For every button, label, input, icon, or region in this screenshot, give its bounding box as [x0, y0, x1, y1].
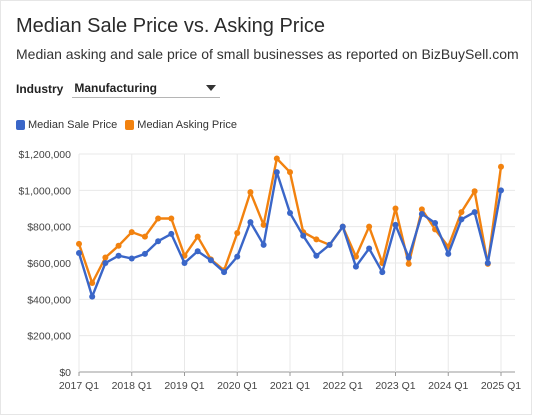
x-tick-label: 2020 Q1	[217, 380, 257, 392]
data-point-sale	[168, 230, 175, 237]
data-point-asking	[102, 254, 109, 261]
data-point-sale	[221, 269, 228, 276]
legend-swatch-sale	[16, 120, 25, 130]
data-point-sale	[102, 260, 109, 266]
data-point-asking	[418, 206, 425, 213]
data-point-asking	[247, 189, 254, 196]
industry-filter-label: Industry	[16, 82, 64, 96]
y-tick-label: $1,000,000	[18, 185, 71, 197]
data-point-sale	[352, 263, 359, 270]
y-tick-label: $0	[59, 367, 71, 379]
data-point-sale	[247, 219, 254, 226]
chart-subtitle: Median asking and sale price of small bu…	[16, 46, 519, 62]
data-point-asking	[352, 253, 359, 260]
data-point-sale	[207, 257, 214, 264]
data-point-sale	[273, 169, 280, 176]
y-tick-label: $800,000	[27, 222, 71, 234]
legend-swatch-asking	[125, 120, 135, 130]
data-point-asking	[471, 188, 478, 195]
data-point-sale	[432, 220, 439, 227]
data-point-sale	[89, 293, 96, 300]
data-point-sale	[418, 210, 425, 217]
data-point-sale	[155, 238, 162, 245]
data-point-asking	[260, 221, 267, 228]
y-tick-label: $400,000	[27, 294, 71, 306]
data-point-asking	[115, 242, 122, 249]
y-tick-label: $200,000	[27, 331, 71, 343]
data-point-sale	[115, 252, 122, 259]
line-chart: $0 $200,000 $400,000 $600,000 $800,000 $1,000…	[18, 149, 521, 392]
data-point-asking	[76, 240, 82, 247]
data-point-sale	[471, 209, 478, 216]
x-tick-label: 2023 Q1	[375, 380, 415, 392]
x-tick-label: 2021 Q1	[270, 380, 310, 392]
data-point-sale	[76, 250, 82, 257]
data-point-sale	[141, 250, 148, 257]
data-point-sale	[260, 241, 267, 248]
data-point-sale	[339, 223, 346, 230]
x-tick-label: 2019 Q1	[164, 380, 204, 392]
data-point-asking	[155, 215, 162, 222]
industry-dropdown[interactable]: Manufacturing	[72, 80, 221, 98]
chevron-down-icon	[206, 85, 217, 91]
data-point-sale	[128, 255, 135, 262]
chart-title: Median Sale Price vs. Asking Price	[16, 15, 326, 37]
data-point-asking	[405, 260, 412, 267]
data-point-asking	[392, 205, 399, 212]
chart-legend: Median Sale Price Median Asking Price	[16, 119, 245, 131]
data-point-sale	[181, 260, 188, 266]
data-point-sale	[326, 241, 333, 248]
data-point-asking	[128, 229, 135, 236]
industry-dropdown-value: Manufacturing	[74, 81, 158, 95]
data-point-asking	[89, 279, 96, 286]
data-point-asking	[498, 163, 504, 170]
y-tick-label: $600,000	[27, 258, 71, 270]
data-point-sale	[458, 216, 465, 223]
x-tick-label: 2018 Q1	[112, 380, 152, 392]
legend-item-sale[interactable]: Median Sale Price	[16, 119, 117, 131]
data-point-asking	[313, 236, 320, 243]
data-point-sale	[405, 254, 412, 261]
data-point-asking	[141, 233, 148, 240]
x-tick-label: 2022 Q1	[323, 380, 363, 392]
data-point-asking	[287, 169, 293, 176]
data-point-sale	[392, 221, 399, 228]
data-point-sale	[287, 210, 293, 217]
data-point-sale	[484, 260, 491, 266]
y-tick-label: $1,200,000	[18, 149, 71, 161]
industry-filter: Industry Manufacturing	[16, 80, 221, 98]
x-tick-label: 2025 Q1	[481, 380, 521, 392]
data-point-sale	[313, 252, 320, 259]
data-point-asking	[194, 233, 201, 240]
data-point-asking	[458, 209, 465, 216]
x-tick-label: 2017 Q1	[59, 380, 99, 392]
data-point-sale	[379, 269, 386, 276]
data-point-sale	[498, 187, 504, 194]
x-tick-label: 2024 Q1	[428, 380, 468, 392]
data-point-asking	[168, 215, 175, 222]
legend-label-sale: Median Sale Price	[28, 119, 118, 131]
data-point-sale	[194, 248, 201, 255]
data-point-sale	[445, 250, 452, 257]
data-point-sale	[366, 245, 373, 252]
data-point-sale	[300, 232, 307, 239]
legend-label-asking: Median Asking Price	[137, 119, 237, 131]
data-point-sale	[234, 253, 241, 260]
data-point-asking	[366, 223, 373, 230]
data-point-asking	[234, 230, 241, 237]
legend-item-asking[interactable]: Median Asking Price	[125, 119, 237, 131]
data-point-asking	[273, 155, 280, 162]
